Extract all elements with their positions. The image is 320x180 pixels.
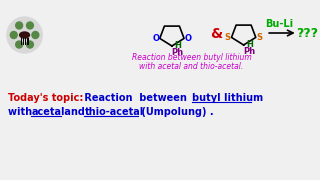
Text: butyl lithium: butyl lithium <box>192 93 263 103</box>
Circle shape <box>32 31 39 39</box>
Circle shape <box>27 22 33 29</box>
Ellipse shape <box>20 32 29 38</box>
Circle shape <box>16 22 23 29</box>
Text: Ph: Ph <box>172 48 184 57</box>
Circle shape <box>10 31 17 39</box>
Text: Reaction  between: Reaction between <box>81 93 193 103</box>
Text: O: O <box>152 34 159 43</box>
Circle shape <box>7 17 42 53</box>
Text: O: O <box>185 34 191 43</box>
Text: H: H <box>174 40 181 50</box>
Circle shape <box>27 41 33 48</box>
Text: Reaction between butyl lithium: Reaction between butyl lithium <box>132 53 252 62</box>
Text: Bu-Li: Bu-Li <box>265 19 293 29</box>
Text: H: H <box>246 39 253 48</box>
Text: with: with <box>8 107 35 117</box>
Text: Today's topic:: Today's topic: <box>8 93 83 103</box>
Text: with acetal and thio-acetal.: with acetal and thio-acetal. <box>140 62 244 71</box>
Text: S: S <box>225 33 230 42</box>
Text: Ph: Ph <box>244 46 256 55</box>
Circle shape <box>16 41 23 48</box>
Text: thio-acetal: thio-acetal <box>84 107 144 117</box>
Text: and: and <box>61 107 88 117</box>
Text: &: & <box>210 27 222 41</box>
Text: S: S <box>257 33 263 42</box>
Text: ???: ??? <box>296 26 318 39</box>
Text: acetal: acetal <box>31 107 65 117</box>
Text: (Umpolung) .: (Umpolung) . <box>138 107 213 117</box>
